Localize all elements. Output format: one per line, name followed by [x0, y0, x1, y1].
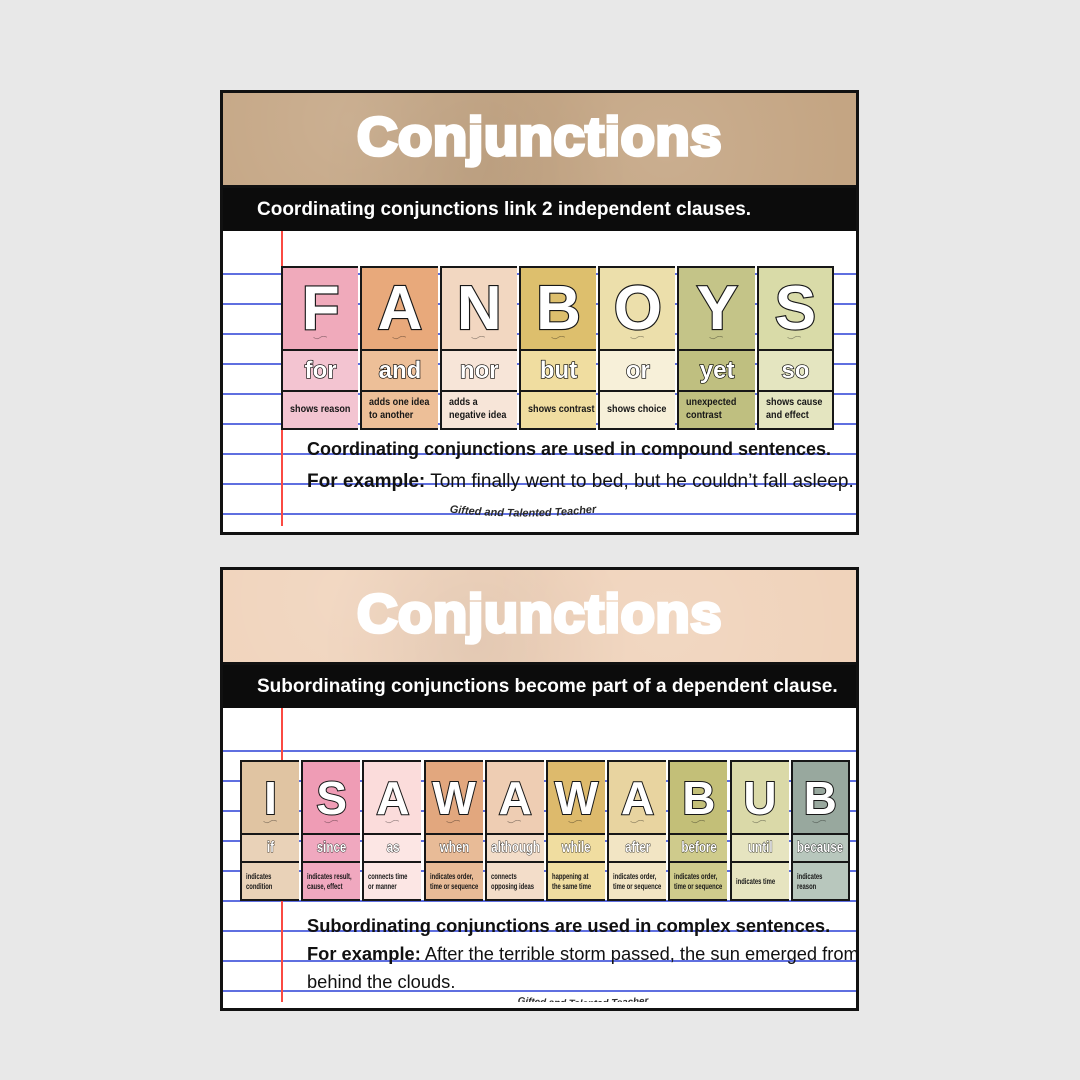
svg-text:Gifted and Talented Teacher: Gifted and Talented Teacher: [449, 503, 597, 519]
svg-text:Gifted and Talented Teacher: Gifted and Talented Teacher: [517, 996, 650, 1002]
